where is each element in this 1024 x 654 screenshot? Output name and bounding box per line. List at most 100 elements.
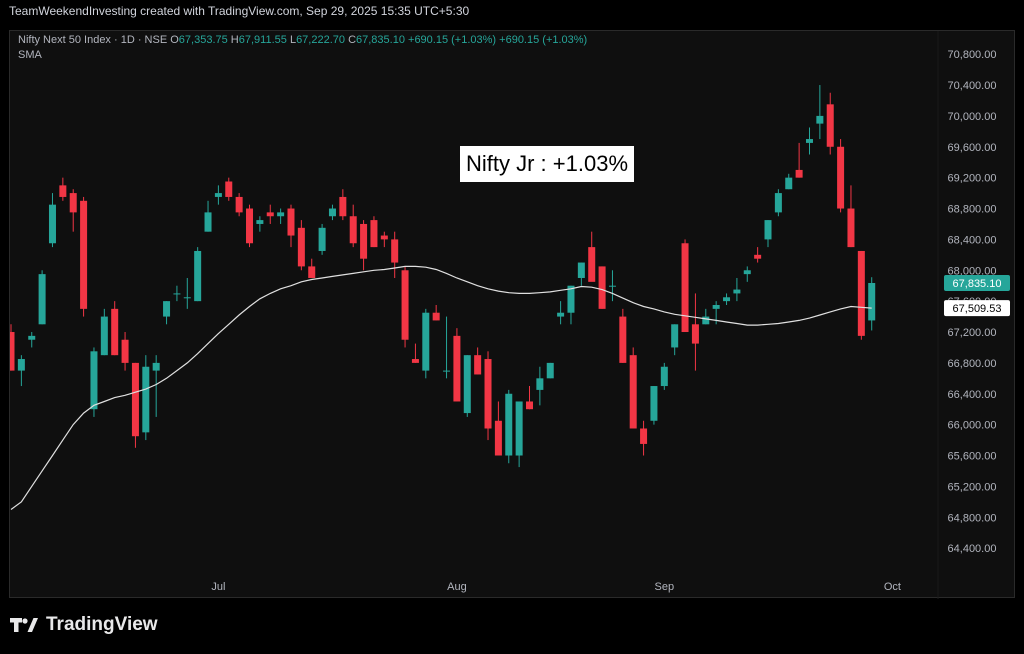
- candle-body: [505, 393, 513, 456]
- candle-body: [837, 146, 845, 209]
- legend-symbol[interactable]: Nifty Next 50 Index · 1D · NSE: [18, 34, 168, 46]
- candle: [256, 216, 264, 232]
- time-tick-label: Oct: [884, 581, 901, 593]
- candle-body: [246, 208, 254, 244]
- candle: [59, 177, 67, 201]
- candle: [48, 193, 56, 248]
- candle: [463, 355, 471, 417]
- candle: [287, 204, 295, 248]
- legend-sma-row[interactable]: SMA: [18, 49, 42, 61]
- candle-body: [225, 181, 233, 197]
- candle: [142, 355, 150, 441]
- candle-body: [432, 312, 440, 321]
- candle: [100, 308, 108, 356]
- candle: [515, 401, 523, 468]
- candle: [660, 362, 668, 390]
- candle-body: [194, 250, 202, 302]
- candle-body: [360, 223, 368, 259]
- candle-body: [536, 378, 544, 390]
- candle: [360, 220, 368, 271]
- candle: [754, 247, 762, 263]
- sma-value-marker-text: 67,509.53: [953, 303, 1002, 315]
- candle-body: [577, 262, 585, 278]
- candle: [443, 316, 451, 379]
- candle-body: [567, 285, 575, 313]
- time-axis[interactable]: Jul Aug Sep Oct: [211, 581, 901, 593]
- candle-body: [733, 289, 741, 294]
- last-price-marker-bg: [944, 274, 1010, 291]
- candle-body: [48, 204, 56, 244]
- candle-body: [266, 212, 274, 217]
- candle: [80, 196, 88, 317]
- candle: [546, 362, 554, 379]
- candle: [494, 401, 502, 456]
- price-tick-label: 67,200.00: [948, 327, 997, 339]
- legend-ohlc-row: Nifty Next 50 Index · 1D · NSE O67,353.7…: [18, 33, 587, 48]
- last-price-marker-text: 67,835.10: [953, 278, 1002, 290]
- candle: [10, 324, 15, 371]
- candle: [204, 200, 212, 232]
- price-axis[interactable]: 64,400.00 64,800.00 65,200.00 65,600.00 66,0…: [948, 49, 997, 555]
- candle: [349, 204, 357, 248]
- price-tick-label: 68,400.00: [948, 234, 997, 246]
- candle: [152, 355, 160, 417]
- candle-body: [17, 359, 25, 371]
- chart-pane[interactable]: 64,400.00 64,800.00 65,200.00 65,600.00 66,0…: [9, 30, 1016, 599]
- candle-body: [111, 308, 119, 356]
- time-tick-label: Aug: [447, 581, 467, 593]
- candle: [650, 386, 658, 425]
- candle: [214, 185, 222, 205]
- price-tick-label: 66,000.00: [948, 420, 997, 432]
- tradingview-logo-icon: [10, 618, 38, 632]
- candle-body: [204, 212, 212, 232]
- candle-body: [640, 428, 648, 444]
- price-tick-label: 70,000.00: [948, 111, 997, 123]
- candle-body: [297, 227, 305, 267]
- candle: [28, 332, 36, 348]
- legend-change-value: +690.15 (+1.03%): [408, 34, 497, 46]
- sma-value-marker-bg: [944, 300, 1010, 317]
- candle: [453, 328, 461, 402]
- candlestick-chart[interactable]: 64,400.00 64,800.00 65,200.00 65,600.00 66,0…: [10, 31, 1016, 599]
- candle: [577, 262, 585, 286]
- candle: [173, 285, 181, 302]
- candle: [774, 189, 782, 217]
- candle: [370, 216, 378, 248]
- candle-body: [443, 370, 451, 372]
- candle-body: [349, 216, 357, 244]
- candle-body: [588, 247, 596, 282]
- candle: [69, 189, 77, 232]
- candle: [17, 355, 25, 387]
- candle: [526, 386, 533, 410]
- candle: [723, 293, 731, 305]
- candle: [857, 250, 865, 340]
- candle-body: [723, 297, 731, 302]
- last-price-marker: 67,835.10: [944, 274, 1010, 291]
- candle: [111, 301, 119, 356]
- candle-body: [380, 235, 388, 240]
- candle-body: [163, 301, 171, 317]
- price-tick-label: 66,800.00: [948, 358, 997, 370]
- candle-body: [38, 274, 46, 325]
- candle-body: [805, 139, 813, 143]
- candle: [743, 266, 751, 282]
- price-tick-label: 69,600.00: [948, 142, 997, 154]
- chart-legend: Nifty Next 50 Index · 1D · NSE O67,353.7…: [18, 33, 587, 63]
- candle-body: [754, 254, 762, 259]
- candle: [816, 85, 824, 140]
- candle-body: [660, 366, 668, 387]
- candle: [422, 308, 430, 379]
- candle: [277, 208, 285, 224]
- candle-body: [328, 208, 336, 217]
- legend-high-label: H: [230, 34, 239, 46]
- candle: [588, 231, 596, 282]
- candle: [691, 293, 699, 371]
- candle: [484, 351, 492, 441]
- candle: [225, 177, 233, 201]
- price-tick-label: 68,800.00: [948, 204, 997, 216]
- candle: [868, 277, 876, 331]
- candle-body: [121, 339, 129, 363]
- tradingview-logo: TradingView: [10, 614, 158, 636]
- candle: [318, 223, 326, 255]
- candle-body: [28, 335, 36, 340]
